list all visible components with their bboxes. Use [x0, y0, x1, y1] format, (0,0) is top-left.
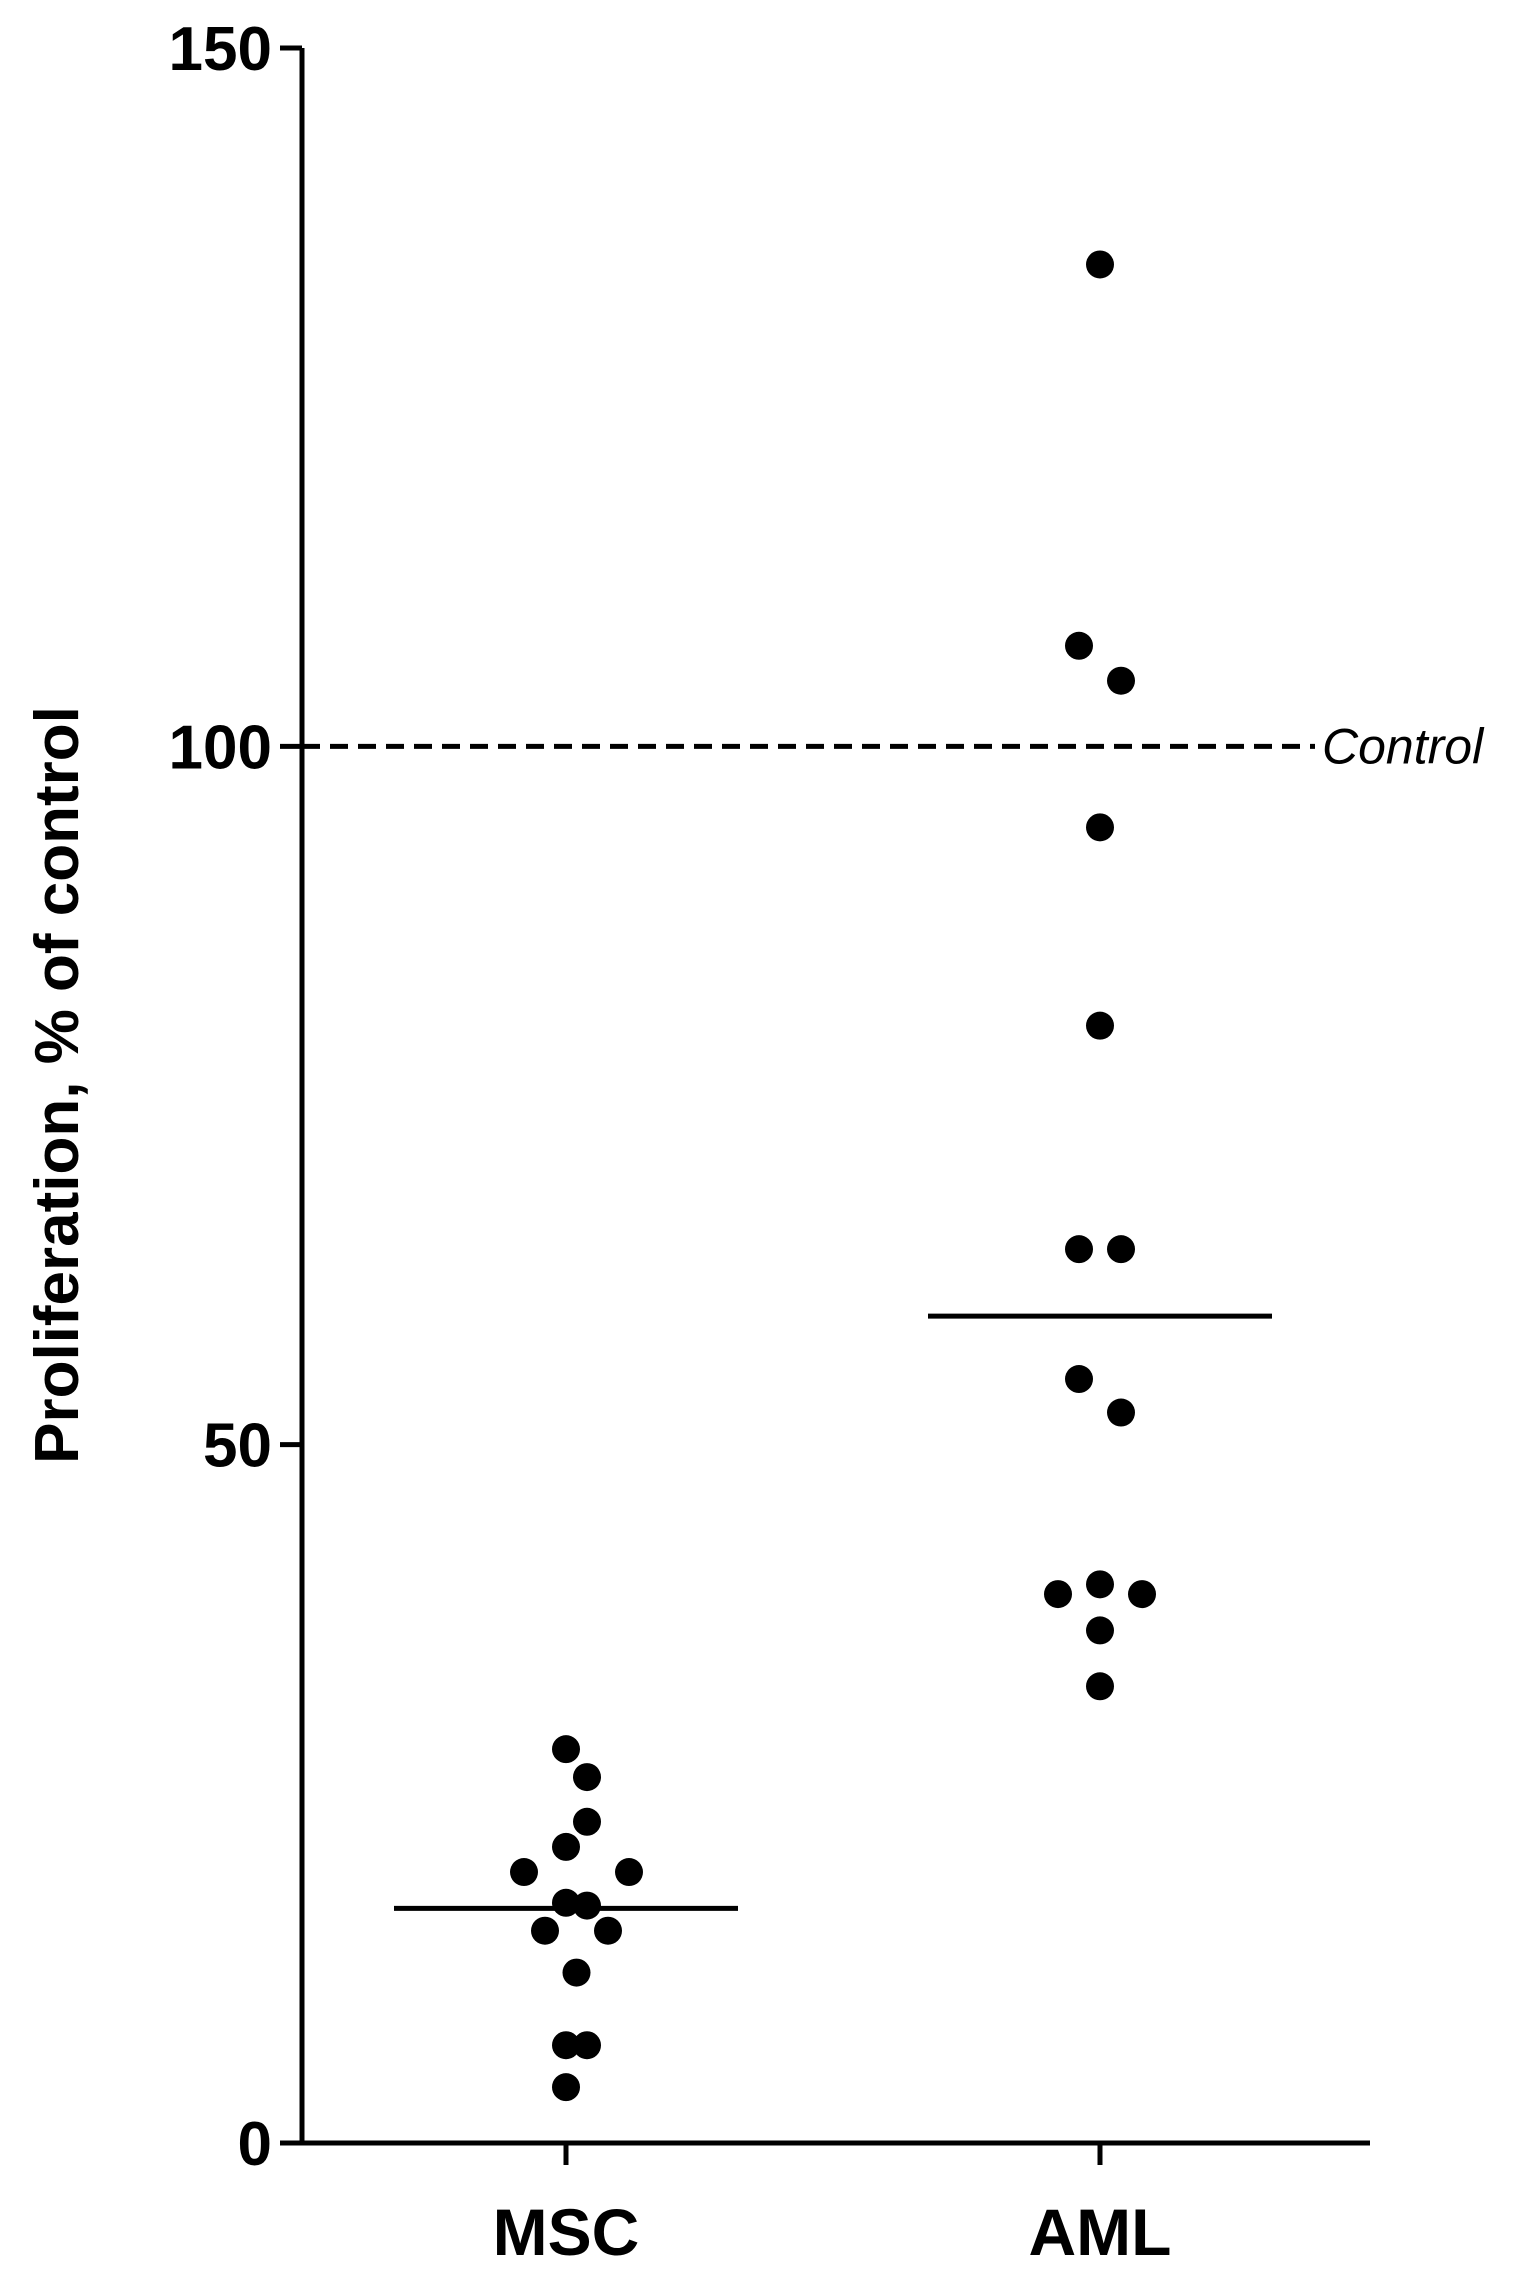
- data-points: [510, 250, 1156, 2102]
- data-point-msc: [562, 1958, 591, 1987]
- data-point-aml: [1128, 1580, 1156, 1609]
- y-axis-title: Proliferation, % of control: [23, 706, 92, 1464]
- data-point-aml: [1086, 250, 1114, 279]
- data-point-msc: [552, 1832, 580, 1861]
- x-tick-label-aml: AML: [1029, 2195, 1172, 2269]
- data-point-msc: [573, 2031, 601, 2060]
- data-point-aml: [1086, 1616, 1114, 1645]
- y-tick-label: 150: [169, 15, 272, 84]
- y-tick-label: 50: [203, 1412, 272, 1481]
- data-point-aml: [1065, 1365, 1093, 1394]
- x-tick-label-msc: MSC: [493, 2195, 640, 2269]
- data-point-msc: [552, 2073, 580, 2102]
- data-point-msc: [510, 1858, 538, 1887]
- control-reference: Control: [302, 718, 1485, 774]
- y-tick-label: 0: [238, 2110, 272, 2179]
- control-reference-label: Control: [1322, 718, 1485, 774]
- data-point-aml: [1044, 1580, 1072, 1609]
- data-point-msc: [615, 1858, 643, 1887]
- data-point-msc: [594, 1916, 622, 1945]
- median-lines: [394, 1313, 1272, 1911]
- data-point-aml: [1107, 1235, 1135, 1264]
- data-point-aml: [1065, 631, 1093, 660]
- y-tick-label: 100: [169, 713, 272, 782]
- data-point-aml: [1086, 813, 1114, 842]
- data-point-msc: [552, 2031, 580, 2060]
- data-point-aml: [1107, 1398, 1135, 1427]
- data-point-msc: [552, 1735, 580, 1764]
- axes: 0 50 100 150 MSC AML: [169, 15, 1370, 2269]
- data-point-aml: [1086, 1011, 1114, 1040]
- data-point-msc: [531, 1916, 559, 1945]
- data-point-msc: [573, 1807, 601, 1836]
- data-point-aml: [1086, 1570, 1114, 1599]
- data-point-msc: [573, 1763, 601, 1792]
- data-point-aml: [1107, 666, 1135, 695]
- data-point-msc: [573, 1891, 601, 1920]
- data-point-aml: [1086, 1672, 1114, 1701]
- data-point-aml: [1065, 1235, 1093, 1264]
